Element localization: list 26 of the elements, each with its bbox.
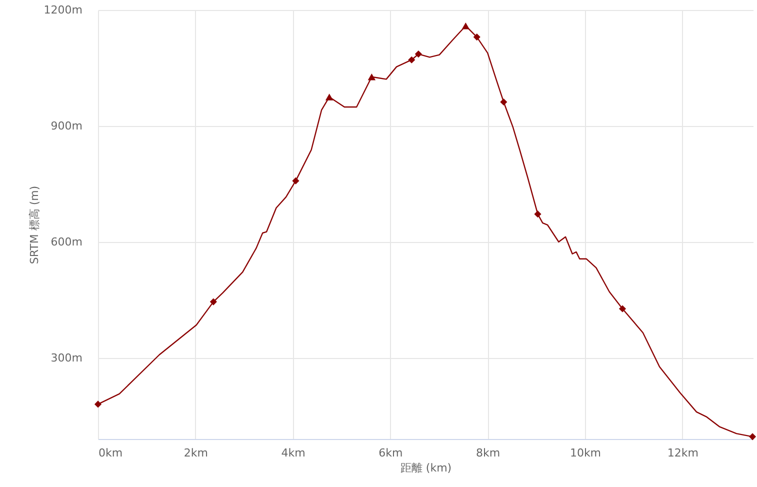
point bbox=[210, 298, 217, 306]
point bbox=[748, 433, 756, 440]
x-tick-label: 12km bbox=[667, 446, 698, 460]
y-axis-title: SRTM 標高 (m) bbox=[28, 186, 41, 264]
point bbox=[462, 22, 470, 30]
point bbox=[414, 50, 422, 58]
point bbox=[325, 94, 334, 100]
point bbox=[618, 305, 626, 312]
x-tick-label: 10km bbox=[570, 446, 602, 460]
y-tick-label: 1200m bbox=[44, 4, 82, 16]
point bbox=[473, 34, 480, 41]
x-tick-label: 0km bbox=[98, 446, 123, 460]
point bbox=[94, 400, 102, 408]
x-tick-label: 8km bbox=[476, 446, 500, 460]
point bbox=[408, 56, 416, 64]
x-axis-title: 距離 (km) bbox=[400, 462, 452, 474]
x-tick-label: 6km bbox=[378, 446, 403, 460]
point bbox=[292, 177, 300, 184]
x-tick-label: 4km bbox=[281, 446, 306, 460]
y-tick-label: 600m bbox=[50, 235, 82, 248]
point bbox=[534, 210, 542, 218]
y-tick-label: 900m bbox=[50, 119, 82, 132]
point bbox=[500, 98, 508, 106]
x-tick-label: 2km bbox=[184, 446, 208, 460]
y-tick-label: 300m bbox=[50, 351, 82, 364]
point bbox=[368, 74, 376, 80]
